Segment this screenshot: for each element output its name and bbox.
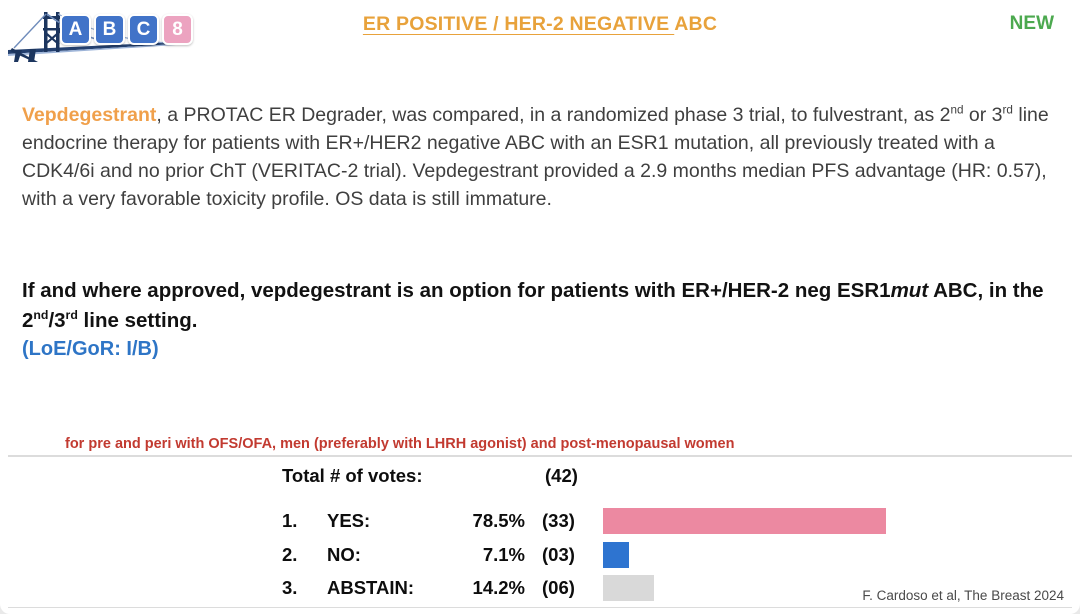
vote-label: ABSTAIN: bbox=[327, 576, 415, 598]
summary-paragraph: Vepdegestrant, a PROTAC ER Degrader, was… bbox=[22, 103, 1049, 210]
slide-title: ER POSITIVE / HER-2 NEGATIVE ABC bbox=[0, 13, 1080, 36]
population-note: for pre and peri with OFS/OFA, men (pref… bbox=[65, 436, 735, 452]
slide-title-rest: ABC bbox=[674, 13, 718, 35]
new-badge: NEW bbox=[1009, 13, 1054, 34]
citation: F. Cardoso et al, The Breast 2024 bbox=[862, 588, 1064, 603]
slide-title-underlined: ER POSITIVE / HER-2 NEGATIVE bbox=[362, 13, 675, 35]
total-votes-count: (42) bbox=[545, 465, 578, 486]
vote-number: 1. bbox=[282, 509, 298, 531]
divider-top bbox=[8, 455, 1072, 457]
vote-bar-yes bbox=[603, 507, 886, 534]
vote-bar-no bbox=[603, 541, 629, 568]
vote-percent: 78.5% bbox=[472, 509, 525, 531]
votes-table: Total # of votes: (42) 1. YES: 78.5% (33… bbox=[282, 464, 1072, 601]
vote-percent: 7.1% bbox=[482, 543, 525, 565]
vote-number: 3. bbox=[282, 576, 298, 598]
abc8-logo: A B C 8 bbox=[8, 4, 193, 62]
vote-row-yes: 1. YES: 78.5% (33) bbox=[282, 507, 886, 534]
vote-count: (03) bbox=[542, 543, 575, 565]
vote-number: 2. bbox=[282, 543, 298, 565]
vote-bar-abstain bbox=[603, 574, 655, 601]
vote-count: (33) bbox=[542, 509, 575, 531]
logo-tile-b: B bbox=[94, 14, 125, 45]
logo-tile-a: A bbox=[60, 14, 91, 45]
total-votes-row: Total # of votes: (42) bbox=[282, 464, 1072, 488]
loe-gor-note: (LoE/GoR: I/B) bbox=[22, 338, 159, 360]
vote-row-abstain: 3. ABSTAIN: 14.2% (06) bbox=[282, 574, 655, 601]
logo-tile-c: C bbox=[128, 14, 159, 45]
vote-count: (06) bbox=[542, 576, 575, 598]
logo-tile-8: 8 bbox=[162, 14, 193, 45]
total-votes-label: Total # of votes: bbox=[282, 465, 423, 486]
recommendation-statement: If and where approved, vepdegestrant is … bbox=[22, 279, 1044, 332]
vote-label: YES: bbox=[327, 509, 371, 531]
vote-row-no: 2. NO: 7.1% (03) bbox=[282, 541, 629, 568]
vote-label: NO: bbox=[327, 543, 361, 565]
divider-bottom bbox=[8, 607, 1072, 608]
vote-percent: 14.2% bbox=[472, 576, 525, 598]
logo-tiles: A B C 8 bbox=[60, 14, 193, 45]
